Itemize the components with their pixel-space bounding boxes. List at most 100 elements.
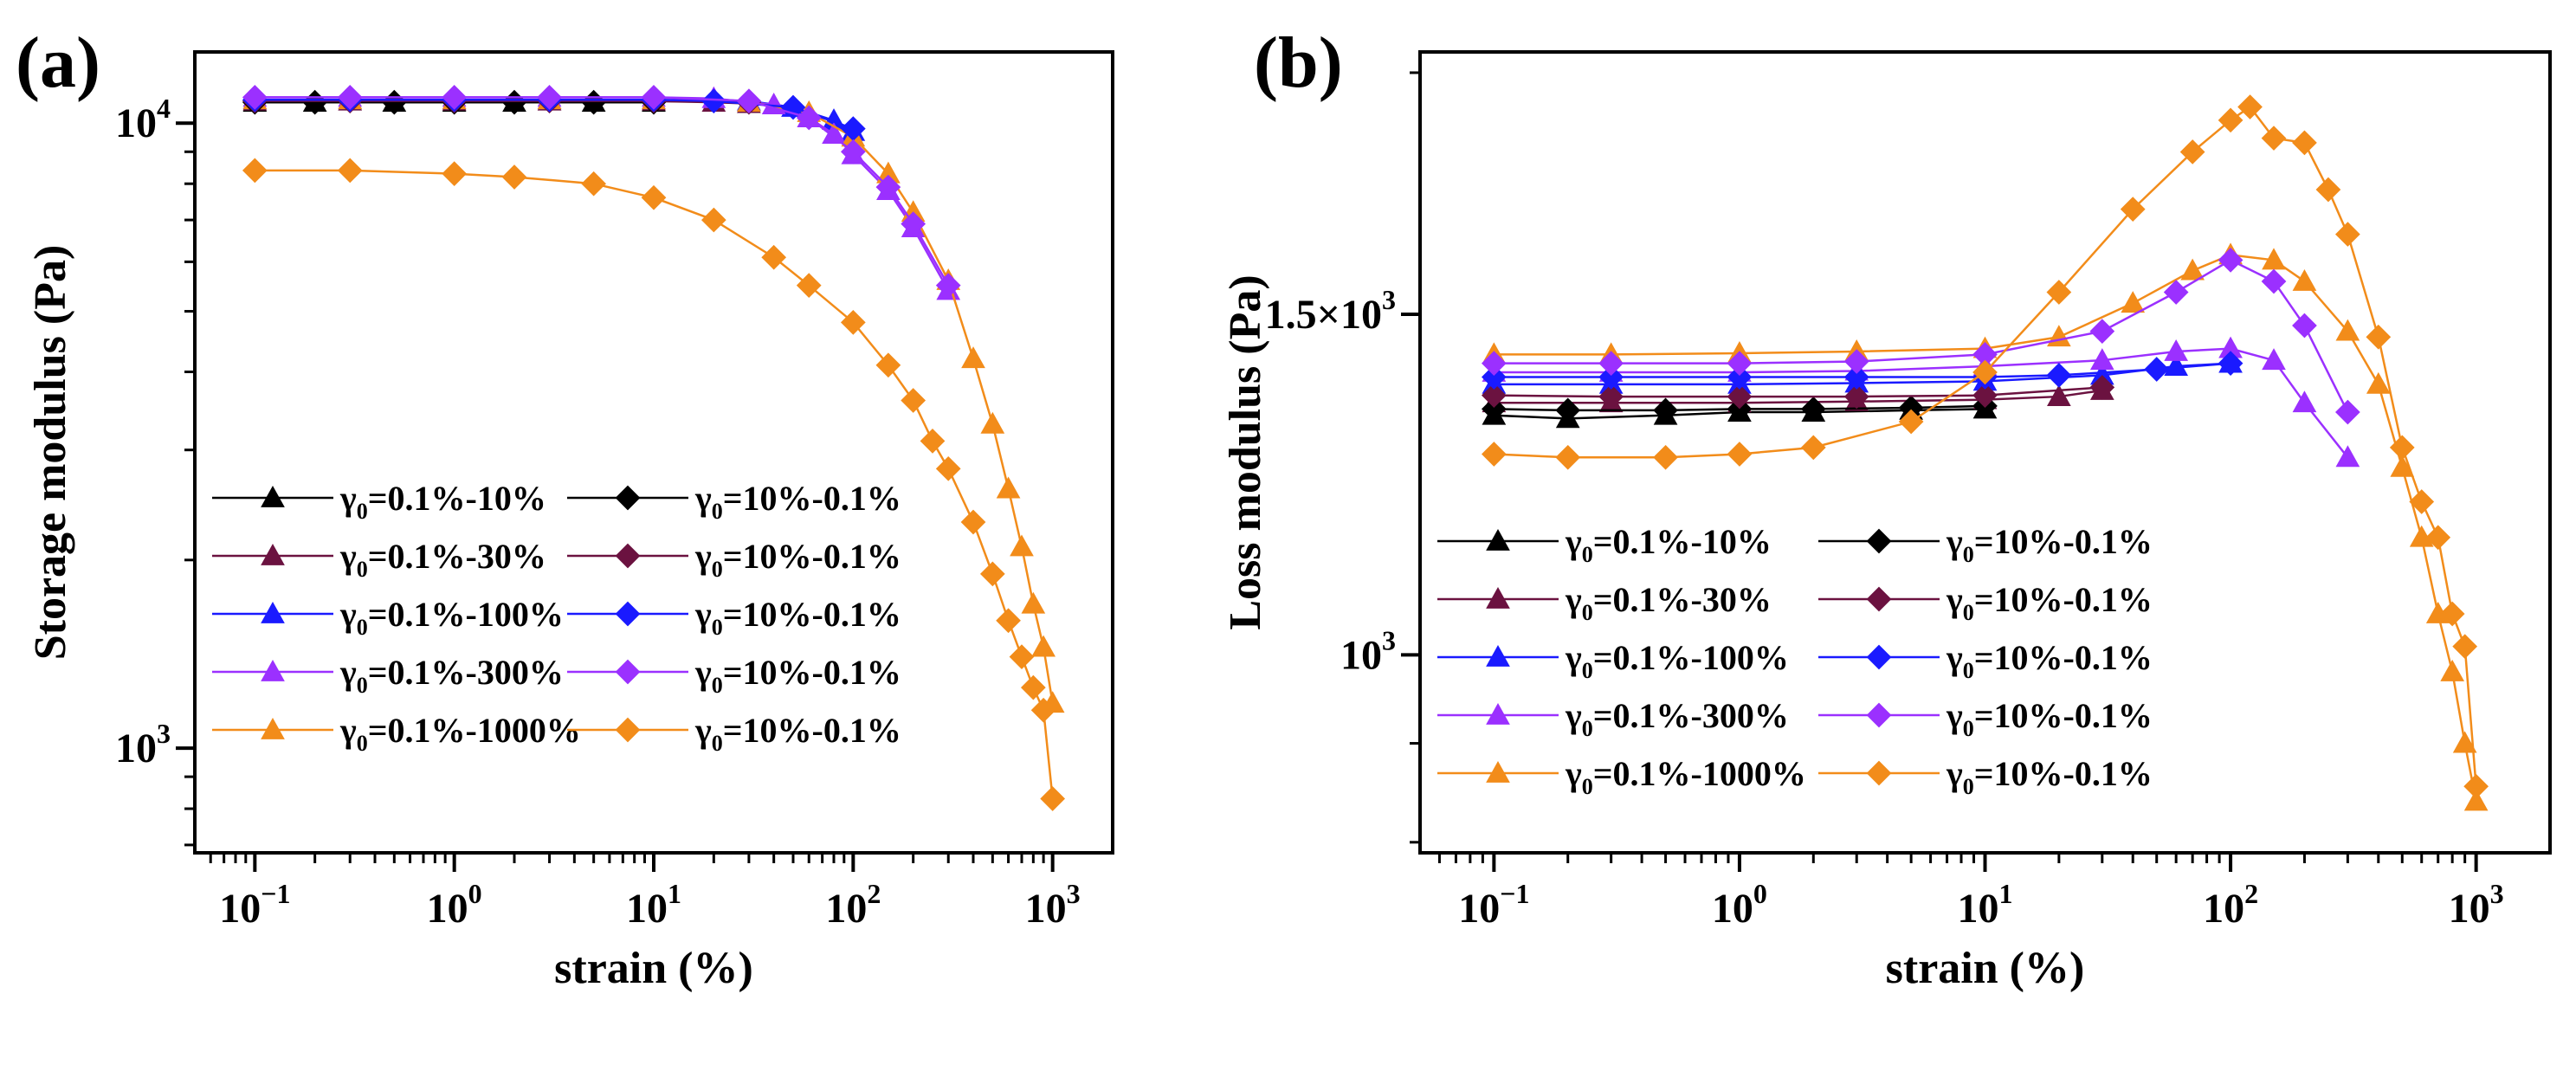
data-point bbox=[442, 161, 468, 187]
y-axis-title: Storage modulus (Pa) bbox=[26, 245, 75, 661]
data-point bbox=[2144, 357, 2170, 382]
data-point bbox=[901, 388, 926, 413]
legend-marker bbox=[615, 485, 641, 511]
data-point bbox=[961, 346, 985, 369]
data-point bbox=[780, 94, 806, 120]
data-point bbox=[1800, 397, 1826, 422]
data-point bbox=[1727, 365, 1753, 390]
data-point bbox=[2335, 399, 2360, 425]
data-point bbox=[1727, 442, 1753, 467]
data-point bbox=[2439, 601, 2465, 627]
data-point bbox=[2335, 319, 2360, 341]
data-point bbox=[242, 85, 268, 110]
legend-marker bbox=[615, 543, 641, 569]
legend-entry: γ0=0.1%-10% bbox=[1437, 522, 1772, 567]
series-7 bbox=[1482, 351, 2244, 390]
data-point bbox=[2463, 773, 2489, 799]
data-point bbox=[242, 158, 268, 184]
legend-entry: γ0=0.1%-1000% bbox=[1437, 754, 1806, 799]
legend-label: γ0=0.1%-10% bbox=[1565, 522, 1772, 567]
data-point bbox=[1972, 383, 1998, 408]
data-point bbox=[1800, 435, 1826, 461]
series-9 bbox=[242, 158, 1066, 811]
data-point bbox=[337, 85, 363, 110]
series-line bbox=[1494, 386, 2102, 398]
series-8 bbox=[242, 85, 961, 299]
legend-marker bbox=[261, 485, 285, 507]
legend-marker bbox=[261, 717, 285, 739]
data-point bbox=[337, 158, 363, 184]
data-point bbox=[2089, 348, 2114, 371]
data-point bbox=[980, 411, 1005, 434]
data-point bbox=[1598, 351, 1624, 376]
data-point bbox=[1843, 384, 1869, 410]
y-axis-title: Loss modulus (Pa) bbox=[1221, 274, 1270, 629]
legend-entry: γ0=10%-0.1% bbox=[567, 479, 901, 524]
legend-label: γ0=0.1%-100% bbox=[339, 595, 564, 640]
legend-marker bbox=[1486, 586, 1510, 609]
data-point bbox=[1727, 384, 1753, 410]
data-point bbox=[2292, 313, 2317, 339]
legend-label: γ0=0.1%-1000% bbox=[1565, 754, 1806, 799]
legend-marker bbox=[1866, 702, 1892, 728]
legend-entry: γ0=0.1%-30% bbox=[1437, 580, 1772, 625]
data-point bbox=[2164, 339, 2189, 361]
legend-marker bbox=[615, 717, 641, 743]
legend-label: γ0=0.1%-1000% bbox=[339, 711, 581, 756]
legend-label: γ0=10%-0.1% bbox=[694, 595, 901, 640]
legend-label: γ0=10%-0.1% bbox=[1946, 638, 2153, 683]
legend-entry: γ0=0.1%-300% bbox=[1437, 696, 1789, 741]
data-point bbox=[796, 105, 822, 131]
y-tick-label: 104 bbox=[115, 93, 171, 146]
data-point bbox=[840, 139, 866, 165]
legend-entry: γ0=10%-0.1% bbox=[1818, 638, 2153, 683]
legend-label: γ0=10%-0.1% bbox=[1946, 580, 2153, 625]
legend-entry: γ0=10%-0.1% bbox=[1818, 696, 2153, 741]
data-point bbox=[2089, 375, 2115, 400]
data-point bbox=[1653, 397, 1678, 423]
legend-marker bbox=[1866, 644, 1892, 670]
data-point bbox=[2366, 371, 2391, 394]
data-point bbox=[1598, 384, 1624, 410]
data-point bbox=[2164, 354, 2189, 376]
y-tick-label: 1.5×103 bbox=[1265, 284, 1396, 338]
legend-entry: γ0=10%-0.1% bbox=[1818, 522, 2153, 567]
y-tick-label: 103 bbox=[115, 718, 171, 771]
legend-label: γ0=10%-0.1% bbox=[694, 711, 901, 756]
data-point bbox=[1898, 409, 1924, 435]
legend: γ0=0.1%-10% γ0=0.1%-30% γ0=0.1%-100% γ0=0.1… bbox=[212, 479, 901, 756]
data-point bbox=[1727, 351, 1753, 376]
panel-label: (a) bbox=[16, 23, 100, 103]
panel-label: (b) bbox=[1254, 23, 1343, 103]
legend-marker bbox=[1866, 586, 1892, 612]
legend-label: γ0=0.1%-100% bbox=[1565, 638, 1789, 683]
data-point bbox=[761, 244, 787, 270]
x-axis-title: strain (%) bbox=[554, 944, 753, 993]
x-tick-label: 101 bbox=[626, 878, 681, 932]
data-point bbox=[2389, 435, 2415, 461]
data-point bbox=[2237, 94, 2263, 119]
data-point bbox=[1482, 383, 1507, 408]
data-point bbox=[641, 85, 667, 110]
series-line bbox=[1494, 258, 2349, 413]
data-point bbox=[2218, 248, 2244, 273]
legend-marker bbox=[261, 659, 285, 681]
legend: γ0=0.1%-10% γ0=0.1%-30% γ0=0.1%-100% γ0=0.1… bbox=[1437, 522, 2153, 799]
data-point bbox=[840, 309, 866, 335]
data-point bbox=[1653, 444, 1678, 470]
data-point bbox=[2089, 319, 2115, 344]
legend-entry: γ0=0.1%-300% bbox=[212, 653, 564, 698]
data-point bbox=[1021, 591, 1046, 614]
data-point bbox=[2409, 489, 2435, 514]
legend-label: γ0=10%-0.1% bbox=[694, 479, 901, 524]
data-point bbox=[2121, 291, 2146, 313]
legend-entry: γ0=10%-0.1% bbox=[1818, 754, 2153, 799]
data-point bbox=[2180, 258, 2205, 281]
legend-marker bbox=[1486, 644, 1510, 667]
data-point bbox=[2292, 130, 2317, 156]
data-point bbox=[935, 273, 961, 299]
data-point bbox=[2163, 280, 2189, 305]
data-point bbox=[2452, 731, 2477, 753]
series-9 bbox=[1482, 94, 2489, 799]
